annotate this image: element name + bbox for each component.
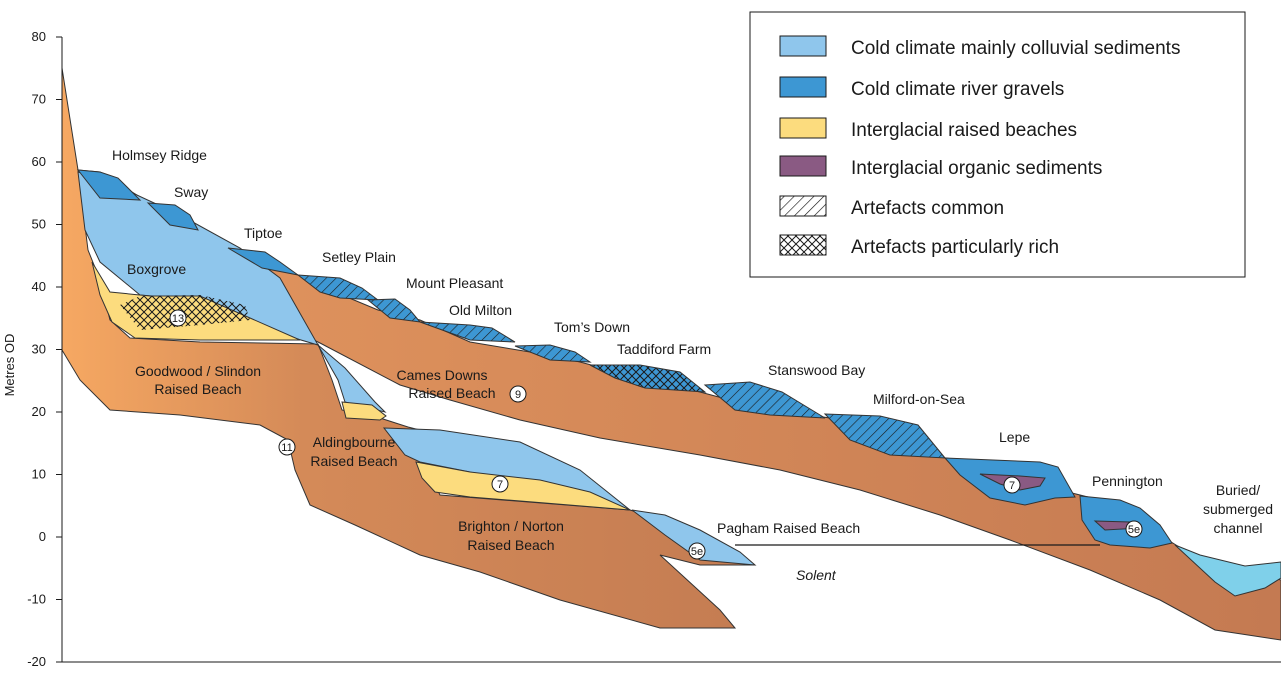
svg-text:5e: 5e bbox=[1128, 524, 1140, 536]
label-pennington: Pennington bbox=[1092, 473, 1163, 489]
label-buried-2: submerged bbox=[1203, 501, 1273, 517]
legend-item-artefacts-rich: Artefacts particularly rich bbox=[779, 234, 1059, 258]
svg-text:7: 7 bbox=[497, 479, 503, 491]
legend-item-organic: Interglacial organic sediments bbox=[779, 155, 1102, 179]
svg-text:11: 11 bbox=[281, 442, 292, 454]
gravel-stanswood-bay bbox=[703, 381, 826, 419]
svg-text:13: 13 bbox=[172, 313, 184, 325]
svg-text:Cold climate river gravels: Cold climate river gravels bbox=[851, 79, 1064, 100]
colluvial-buried-channel bbox=[1174, 544, 1281, 597]
beach-brighton bbox=[415, 461, 631, 511]
colluvial-pagham bbox=[631, 509, 757, 566]
stage-marker-brighton: 7 bbox=[491, 475, 509, 493]
label-cames-1: Cames Downs bbox=[396, 367, 487, 383]
y-axis: 80 70 60 50 40 30 20 10 0 -10 -20 Metres OD bbox=[2, 29, 1281, 669]
legend-item-artefacts-common: Artefacts common bbox=[779, 195, 1004, 219]
svg-text:Cold climate mainly colluvial: Cold climate mainly colluvial sediments bbox=[851, 38, 1180, 59]
y-axis-label: Metres OD bbox=[2, 334, 17, 397]
svg-text:Interglacial organic sediments: Interglacial organic sediments bbox=[851, 158, 1102, 179]
stage-marker-boxgrove: 13 bbox=[169, 309, 187, 327]
label-milford-on-sea: Milford-on-Sea bbox=[873, 391, 965, 407]
label-pagham: Pagham Raised Beach bbox=[717, 520, 860, 536]
label-cames-2: Raised Beach bbox=[408, 385, 495, 401]
y-tick-label: 10 bbox=[32, 467, 46, 482]
svg-text:Interglacial raised beaches: Interglacial raised beaches bbox=[851, 120, 1077, 141]
gravel-tiptoe bbox=[227, 247, 299, 276]
svg-text:5e: 5e bbox=[691, 546, 703, 558]
label-setley-plain: Setley Plain bbox=[322, 249, 396, 265]
legend-item-river-gravels: Cold climate river gravels bbox=[779, 76, 1064, 100]
y-tick-label: 30 bbox=[32, 342, 46, 357]
gravel-taddiford-farm bbox=[589, 364, 707, 393]
label-goodwood-1: Goodwood / Slindon bbox=[135, 363, 261, 379]
colluvial-cames bbox=[317, 344, 387, 413]
svg-text:Artefacts common: Artefacts common bbox=[851, 198, 1004, 219]
label-boxgrove: Boxgrove bbox=[127, 261, 186, 277]
label-mount-pleasant: Mount Pleasant bbox=[406, 275, 503, 291]
gravel-old-milton bbox=[419, 321, 516, 343]
stage-marker-cames: 9 bbox=[509, 385, 527, 403]
label-holmsey-ridge: Holmsey Ridge bbox=[112, 147, 207, 163]
gravel-mount-pleasant bbox=[366, 298, 422, 323]
beach-cames bbox=[341, 401, 387, 421]
legend: Cold climate mainly colluvial sediments … bbox=[749, 11, 1246, 278]
label-old-milton: Old Milton bbox=[449, 302, 512, 318]
label-lepe: Lepe bbox=[999, 429, 1030, 445]
gravel-holmsey-ridge bbox=[76, 169, 142, 201]
gravel-toms-down bbox=[514, 344, 592, 363]
label-buried-1: Buried/ bbox=[1216, 482, 1260, 498]
label-solent: Solent bbox=[796, 567, 837, 583]
stage-marker-aldingbourne: 11 bbox=[278, 438, 296, 456]
y-tick-label: -10 bbox=[27, 592, 46, 607]
label-stanswood-bay: Stanswood Bay bbox=[768, 362, 865, 378]
legend-item-colluvial: Cold climate mainly colluvial sediments bbox=[779, 35, 1180, 59]
svg-text:7: 7 bbox=[1009, 480, 1015, 492]
label-brighton-2: Raised Beach bbox=[467, 537, 554, 553]
legend-item-raised-beaches: Interglacial raised beaches bbox=[779, 117, 1077, 141]
label-buried-3: channel bbox=[1213, 520, 1262, 536]
label-goodwood-2: Raised Beach bbox=[154, 381, 241, 397]
artefacts-rich-boxgrove bbox=[120, 295, 250, 330]
y-tick-label: 80 bbox=[32, 29, 46, 44]
label-brighton-1: Brighton / Norton bbox=[458, 518, 564, 534]
svg-text:9: 9 bbox=[515, 389, 521, 401]
label-taddiford-farm: Taddiford Farm bbox=[617, 341, 711, 357]
label-aldingbourne-1: Aldingbourne bbox=[313, 434, 396, 450]
svg-text:Artefacts particularly rich: Artefacts particularly rich bbox=[851, 237, 1059, 258]
gravel-sway bbox=[146, 202, 199, 231]
y-tick-label: 0 bbox=[39, 529, 46, 544]
label-sway: Sway bbox=[174, 184, 208, 200]
y-tick-label: 50 bbox=[32, 217, 46, 232]
y-tick-label: 40 bbox=[32, 279, 46, 294]
y-tick-label: 70 bbox=[32, 92, 46, 107]
y-tick-label: -20 bbox=[27, 654, 46, 668]
stage-marker-lepe: 7 bbox=[1003, 476, 1021, 494]
label-aldingbourne-2: Raised Beach bbox=[310, 453, 397, 469]
stage-marker-pagham: 5e bbox=[688, 542, 706, 560]
stage-marker-pennington: 5e bbox=[1125, 520, 1143, 538]
y-tick-label: 20 bbox=[32, 404, 46, 419]
label-tiptoe: Tiptoe bbox=[244, 225, 283, 241]
y-tick-label: 60 bbox=[32, 154, 46, 169]
label-toms-down: Tom’s Down bbox=[554, 319, 630, 335]
